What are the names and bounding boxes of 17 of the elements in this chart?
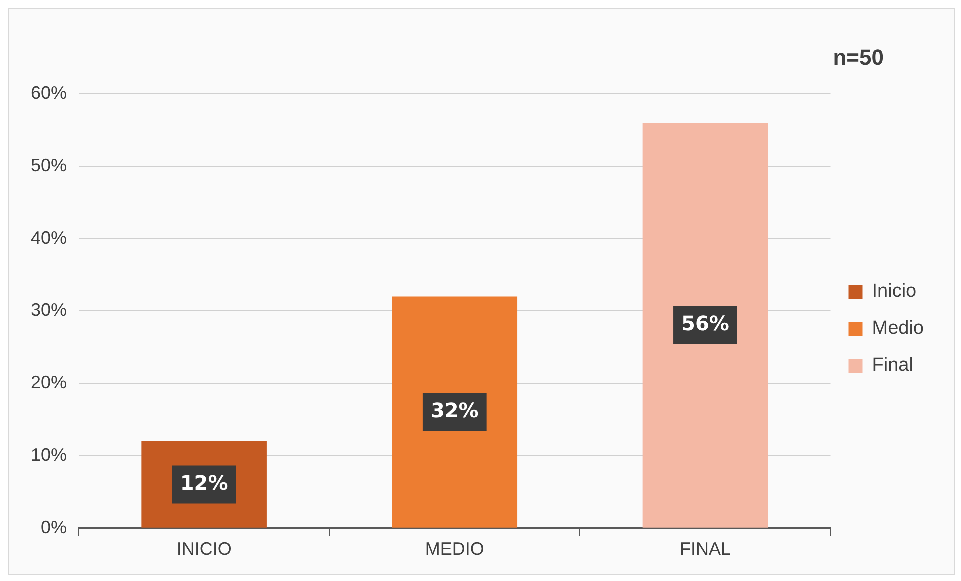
legend-label: Final bbox=[872, 355, 914, 376]
data-label: 12% bbox=[180, 470, 228, 495]
y-tick-label: 0% bbox=[41, 517, 68, 538]
legend-label: Inicio bbox=[872, 281, 917, 302]
x-tick-label: INICIO bbox=[176, 539, 232, 560]
data-label: 56% bbox=[682, 312, 730, 336]
y-tick-label: 30% bbox=[30, 300, 68, 320]
legend-label: Medio bbox=[872, 318, 924, 340]
data-label: 32% bbox=[430, 398, 479, 423]
x-tick-label: MEDIO bbox=[425, 539, 484, 560]
y-tick-label: 20% bbox=[30, 372, 68, 393]
y-tick-label: 40% bbox=[30, 228, 68, 248]
x-tick-label: FINAL bbox=[680, 539, 731, 560]
y-tick-label: 50% bbox=[30, 155, 68, 176]
y-tick-label: 10% bbox=[30, 444, 68, 465]
y-tick-label: 60% bbox=[30, 82, 68, 103]
text: n=50 bbox=[833, 45, 884, 70]
